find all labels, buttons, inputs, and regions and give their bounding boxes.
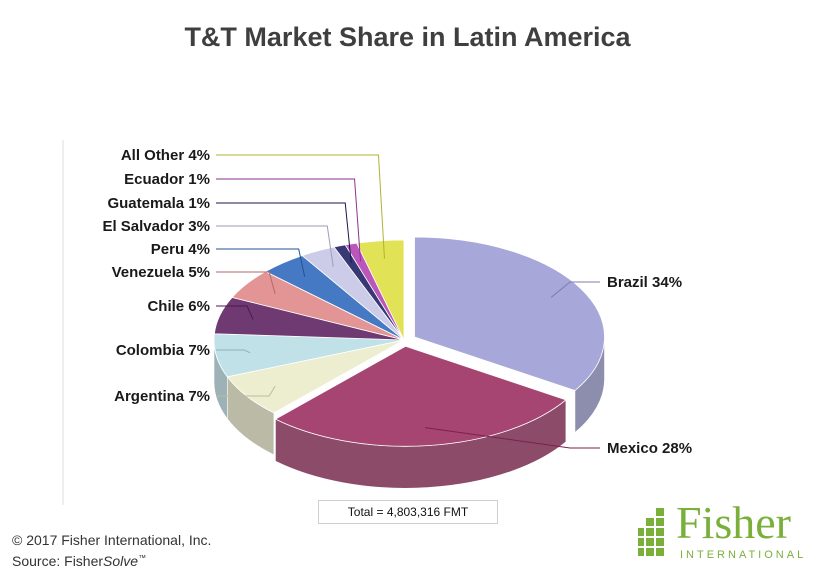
- chart-title: T&T Market Share in Latin America: [184, 22, 631, 52]
- leader-colombia: [216, 349, 251, 354]
- label-peru: Peru 4%: [151, 241, 210, 258]
- leader-el-salvador: [216, 225, 334, 268]
- logo-subtitle: INTERNATIONAL: [680, 549, 807, 561]
- logo-name: Fisher: [676, 497, 791, 548]
- pie-slices: [213, 236, 605, 489]
- label-guatemala: Guatemala 1%: [107, 195, 210, 212]
- slice-all-other: [356, 239, 405, 341]
- leader-guatemala: [216, 202, 352, 263]
- total-label: Total = 4,803,316 FMT: [318, 500, 498, 524]
- label-all-other: All Other 4%: [121, 147, 210, 164]
- label-argentina: Argentina 7%: [114, 388, 210, 405]
- slice-brazil: [414, 236, 605, 391]
- leader-mexico: [424, 427, 600, 449]
- leader-peru: [216, 248, 306, 277]
- leader-all-other: [216, 154, 385, 259]
- leader-lines: [216, 154, 600, 449]
- copyright-text: © 2017 Fisher International, Inc.: [12, 532, 212, 548]
- label-brazil: Brazil 34%: [607, 274, 682, 291]
- slice-mexico: [274, 345, 567, 447]
- source-text: Source: FisherSolve™: [12, 553, 147, 569]
- slice-labels: Brazil 34% Mexico 28% Argentina 7% Colombia…: [102, 147, 692, 457]
- label-ecuador: Ecuador 1%: [124, 171, 210, 188]
- label-el-salvador: El Salvador 3%: [102, 218, 210, 235]
- leader-brazil: [550, 281, 600, 298]
- leader-ecuador: [216, 178, 362, 262]
- label-chile: Chile 6%: [147, 298, 210, 315]
- leader-argentina: [216, 385, 276, 397]
- fisher-logo-icon: [638, 508, 664, 556]
- leader-venezuela: [216, 271, 276, 295]
- label-venezuela: Venezuela 5%: [112, 264, 210, 281]
- leader-chile: [216, 305, 254, 320]
- label-mexico: Mexico 28%: [607, 440, 692, 457]
- label-colombia: Colombia 7%: [116, 342, 210, 359]
